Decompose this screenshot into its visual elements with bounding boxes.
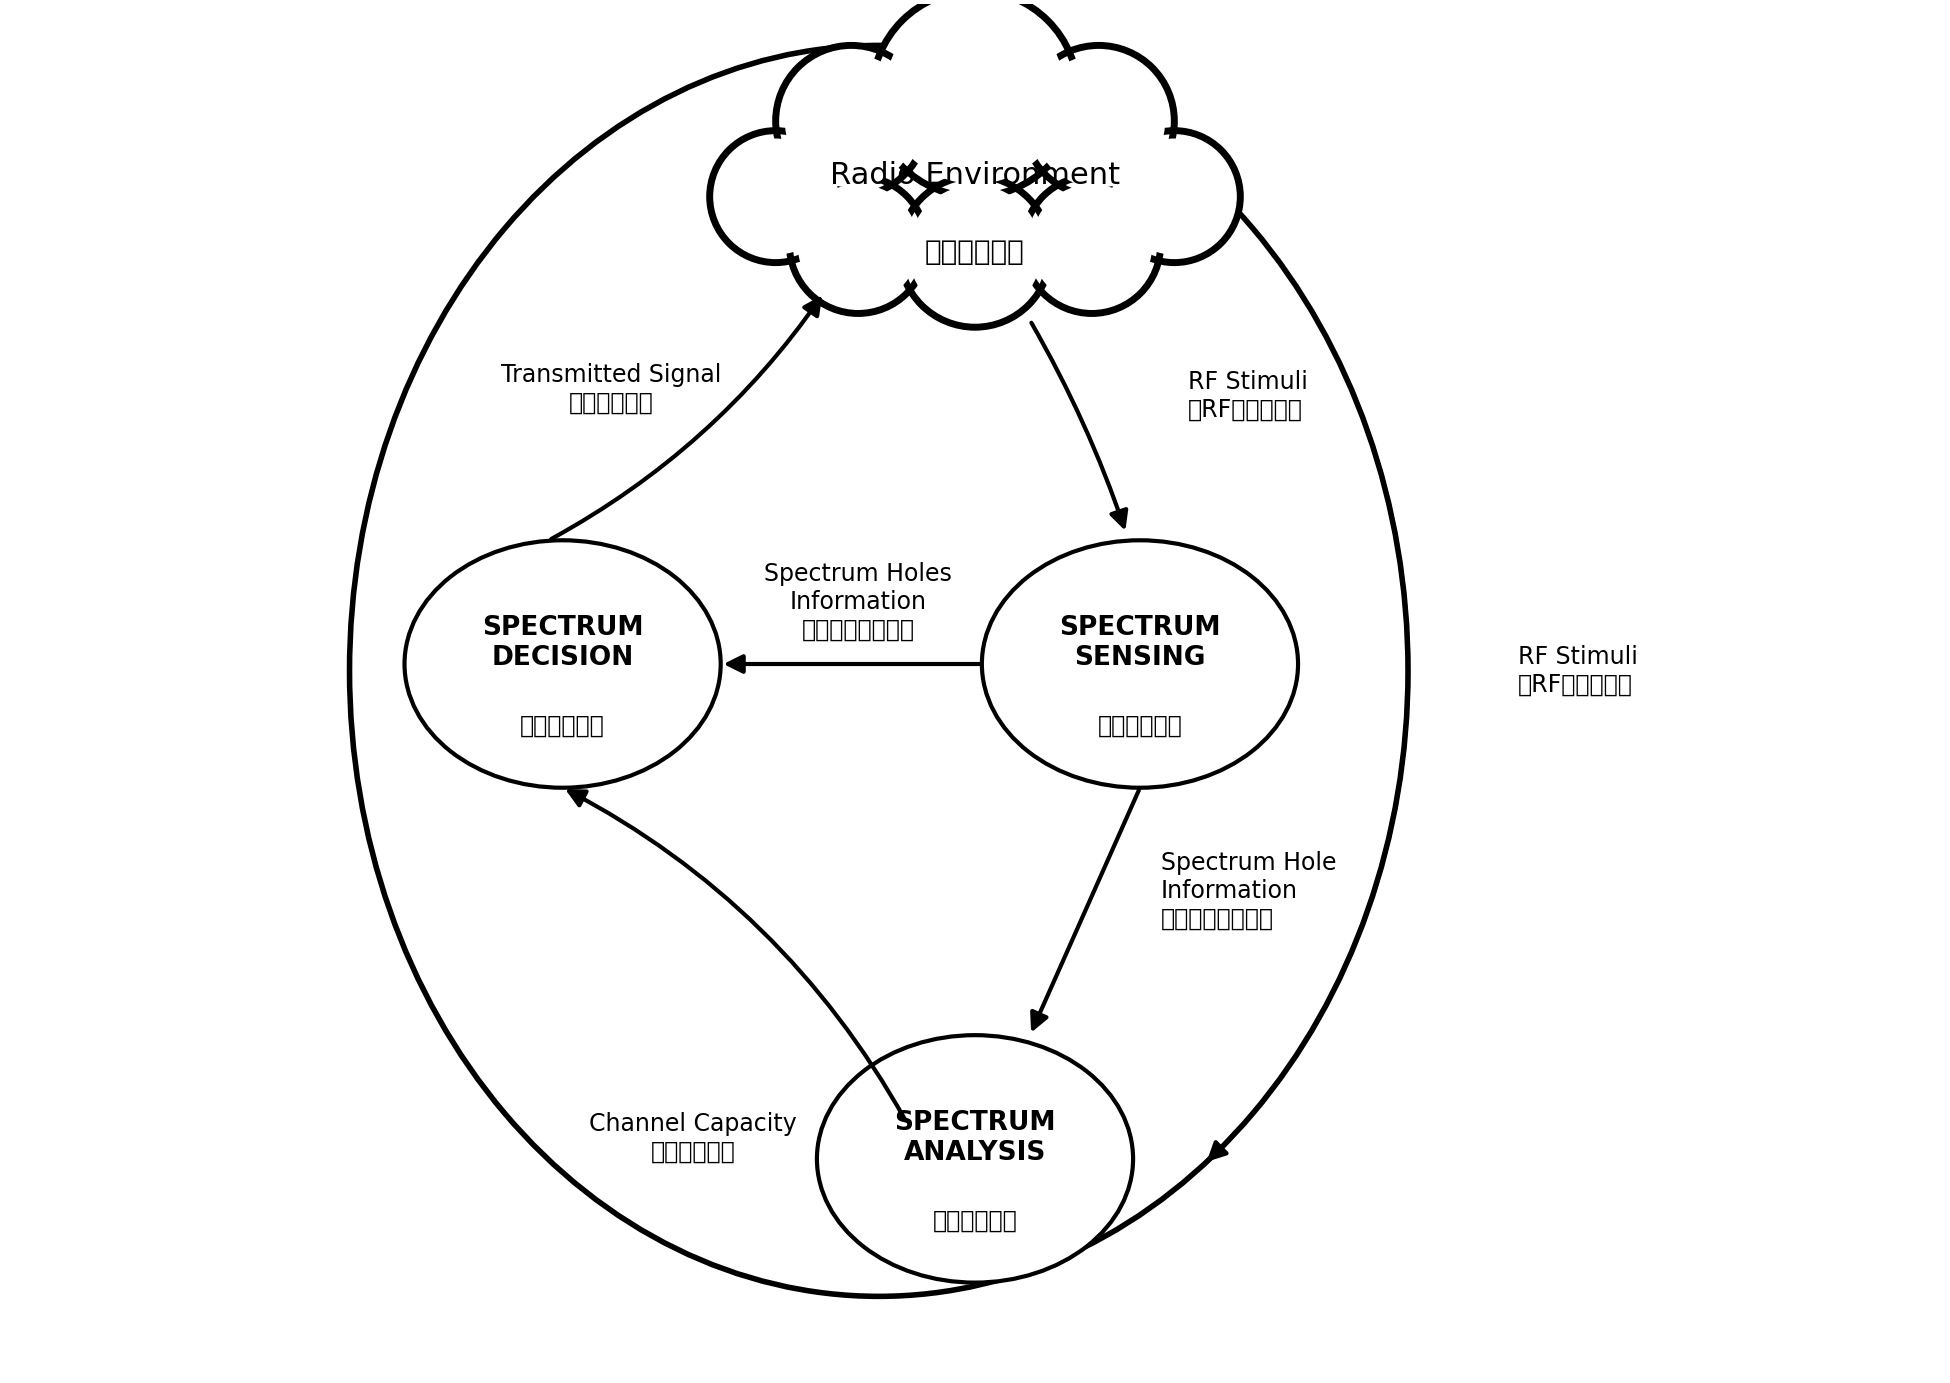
Circle shape [1024, 46, 1174, 196]
Text: SPECTRUM
SENSING: SPECTRUM SENSING [1059, 615, 1221, 671]
Text: （无线环境）: （无线环境） [924, 238, 1026, 266]
Text: SPECTRUM
DECISION: SPECTRUM DECISION [482, 615, 644, 671]
Circle shape [872, 0, 1078, 196]
Text: （频谱决策）: （频谱决策） [521, 714, 604, 739]
Circle shape [1117, 140, 1232, 254]
Text: （频谱感知）: （频谱感知） [1098, 714, 1182, 739]
FancyArrowPatch shape [1032, 322, 1127, 527]
Circle shape [776, 46, 926, 196]
FancyArrowPatch shape [552, 299, 819, 539]
Text: Spectrum Hole
Information
（频谱空穴信息）: Spectrum Hole Information （频谱空穴信息） [1160, 851, 1336, 931]
Text: Spectrum Holes
Information
（频谱空穴信息）: Spectrum Holes Information （频谱空穴信息） [764, 563, 952, 642]
Circle shape [885, 4, 1065, 183]
Text: RF Stimuli
（RF激励信号）: RF Stimuli （RF激励信号） [1188, 371, 1308, 422]
Circle shape [786, 55, 916, 187]
Text: SPECTRUM
ANALYSIS: SPECTRUM ANALYSIS [895, 1111, 1055, 1166]
Circle shape [1108, 130, 1240, 263]
FancyArrowPatch shape [1032, 790, 1139, 1029]
Circle shape [798, 185, 918, 304]
Ellipse shape [817, 1034, 1133, 1282]
Text: Radio Environment: Radio Environment [831, 162, 1119, 191]
FancyArrowPatch shape [569, 791, 905, 1119]
Circle shape [718, 140, 833, 254]
Text: Transmitted Signal
（传输信号）: Transmitted Signal （传输信号） [501, 364, 722, 415]
Text: Channel Capacity
（信道容量）: Channel Capacity （信道容量） [589, 1112, 798, 1164]
Text: （频谱分析）: （频谱分析） [932, 1209, 1018, 1232]
Text: RF Stimuli
（RF激励信号）: RF Stimuli （RF激励信号） [1517, 644, 1638, 697]
FancyArrowPatch shape [727, 656, 979, 672]
Circle shape [1034, 55, 1164, 187]
Circle shape [1032, 185, 1152, 304]
Circle shape [899, 176, 1051, 328]
Ellipse shape [404, 541, 722, 788]
Circle shape [1024, 176, 1160, 314]
Circle shape [909, 185, 1041, 317]
Circle shape [790, 176, 926, 314]
Circle shape [710, 130, 842, 263]
Ellipse shape [983, 541, 1299, 788]
